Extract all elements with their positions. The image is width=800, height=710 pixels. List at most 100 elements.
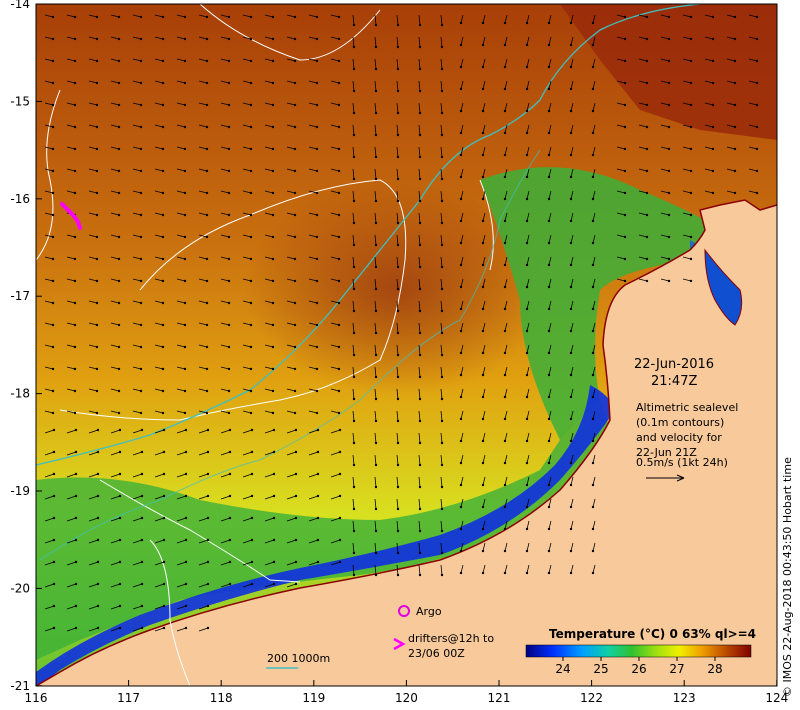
velocity-vector: [220, 278, 230, 282]
velocity-vector: [526, 410, 530, 420]
velocity-vector-head: [645, 191, 649, 195]
velocity-vector-head: [161, 191, 165, 195]
velocity-vector-head: [481, 197, 485, 201]
velocity-vector-head: [337, 389, 341, 393]
velocity-vector-head: [667, 235, 671, 239]
velocity-vector: [418, 388, 421, 400]
lat-tick-label: -15: [10, 94, 30, 108]
velocity-vector-head: [205, 323, 209, 327]
velocity-vector-head: [352, 221, 356, 225]
velocity-vector: [570, 146, 574, 156]
velocity-vector: [660, 102, 670, 106]
velocity-vector-head: [161, 345, 165, 349]
velocity-vector-head: [95, 103, 99, 107]
velocity-vector: [460, 476, 464, 486]
velocity-vector-head: [205, 389, 209, 393]
velocity-vector-head: [459, 373, 463, 377]
velocity-vector-head: [205, 169, 209, 173]
velocity-vector: [548, 520, 552, 530]
velocity-vector: [440, 36, 443, 48]
velocity-vector-head: [591, 307, 595, 311]
velocity-vector: [570, 58, 574, 68]
velocity-vector: [308, 410, 318, 414]
velocity-vector: [330, 561, 341, 566]
velocity-vector: [308, 539, 319, 544]
velocity-vector: [504, 80, 508, 90]
velocity-vector: [352, 168, 355, 180]
velocity-vector: [592, 168, 596, 178]
velocity-vector: [242, 212, 252, 216]
velocity-vector: [726, 168, 736, 172]
velocity-vector: [460, 344, 464, 354]
velocity-vector: [110, 583, 121, 588]
velocity-vector: [374, 454, 377, 466]
velocity-vector-head: [205, 301, 209, 305]
velocity-vector-head: [645, 37, 649, 41]
velocity-vector-head: [183, 323, 187, 327]
velocity-vector: [374, 36, 377, 48]
velocity-vector-head: [569, 131, 573, 135]
velocity-vector: [352, 498, 355, 510]
velocity-vector: [66, 495, 77, 500]
velocity-vector: [198, 388, 208, 392]
velocity-vector-head: [118, 582, 122, 586]
velocity-vector: [548, 564, 552, 574]
velocity-vector: [176, 388, 186, 392]
velocity-vector: [748, 58, 758, 62]
velocity-vector: [286, 539, 297, 544]
velocity-vector-head: [338, 538, 342, 542]
velocity-vector-head: [205, 191, 209, 195]
velocity-vector-head: [184, 582, 188, 586]
velocity-vector-head: [733, 125, 737, 129]
velocity-vector: [440, 388, 443, 400]
velocity-vector-head: [440, 529, 444, 533]
velocity-vector: [264, 80, 274, 84]
velocity-vector-head: [161, 59, 165, 63]
velocity-vector: [482, 410, 486, 420]
velocity-vector: [286, 429, 297, 434]
lon-tick-label: 120: [395, 691, 418, 705]
velocity-vector-head: [337, 15, 341, 19]
velocity-vector: [176, 322, 186, 326]
velocity-vector-head: [183, 279, 187, 283]
velocity-vector: [638, 256, 648, 260]
velocity-vector-head: [459, 109, 463, 113]
velocity-vector-head: [459, 307, 463, 311]
velocity-vector: [396, 542, 399, 554]
velocity-vector: [198, 539, 209, 544]
velocity-vector: [286, 300, 296, 304]
velocity-vector-head: [440, 419, 444, 423]
velocity-vector: [132, 124, 142, 128]
velocity-vector: [592, 542, 596, 552]
velocity-vector-head: [481, 21, 485, 25]
longitude-axis: 116 117 118 119 120 121 122 123 124: [25, 680, 788, 705]
velocity-vector-head: [440, 177, 444, 181]
drifter-marker: [393, 637, 406, 651]
velocity-vector-head: [352, 463, 356, 467]
velocity-vector: [460, 300, 464, 310]
velocity-vector: [220, 80, 230, 84]
velocity-vector-head: [396, 45, 400, 49]
velocity-vector: [330, 539, 341, 544]
velocity-vector: [660, 190, 670, 194]
velocity-vector-head: [315, 81, 319, 85]
velocity-vector-head: [184, 472, 188, 476]
velocity-vector: [132, 517, 143, 522]
velocity-vector-head: [689, 81, 693, 85]
velocity-vector-head: [161, 257, 165, 261]
velocity-vector-head: [140, 582, 144, 586]
velocity-vector: [176, 561, 187, 566]
velocity-vector-head: [293, 81, 297, 85]
velocity-vector: [286, 278, 296, 282]
velocity-vector: [548, 256, 552, 266]
velocity-vector-head: [733, 59, 737, 63]
velocity-vector: [110, 366, 120, 370]
velocity-vector: [352, 432, 355, 444]
velocity-vector: [460, 432, 464, 442]
velocity-vector: [396, 80, 399, 92]
velocity-vector: [460, 542, 464, 552]
velocity-vector-head: [337, 323, 341, 327]
velocity-vector-head: [440, 485, 444, 489]
velocity-vector: [308, 14, 318, 18]
velocity-vector: [592, 278, 596, 288]
